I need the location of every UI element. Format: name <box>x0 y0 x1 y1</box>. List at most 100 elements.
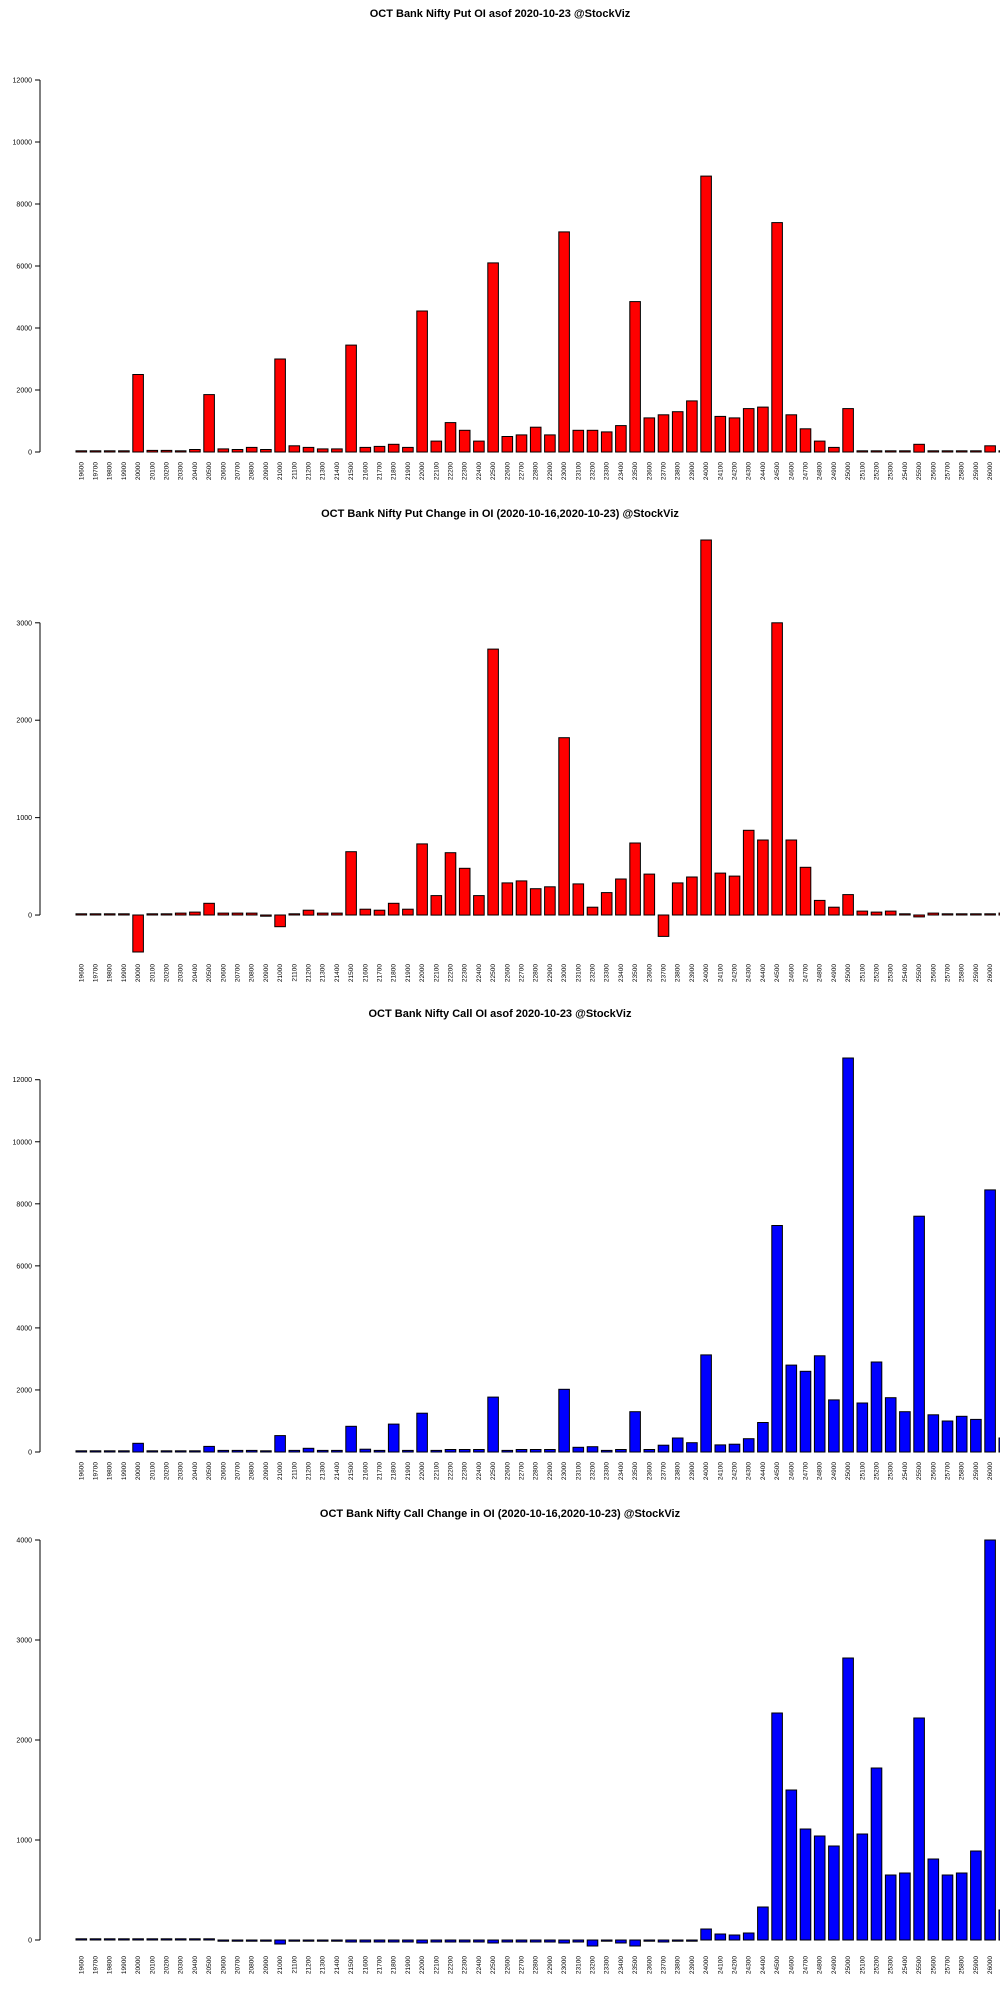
x-tick-label: 24300 <box>746 1956 753 1974</box>
x-tick-label: 24500 <box>774 1462 781 1480</box>
x-tick-label: 23300 <box>604 964 611 982</box>
bar <box>75 1450 88 1453</box>
x-tick-label: 24900 <box>831 1462 838 1480</box>
bar <box>984 1539 996 1941</box>
y-tick-label: 4000 <box>16 1538 32 1545</box>
bar <box>955 450 968 453</box>
bar <box>387 443 400 453</box>
x-tick-label: 20300 <box>178 462 185 480</box>
x-tick-label: 20100 <box>149 1462 156 1480</box>
x-tick-label: 20600 <box>220 964 227 982</box>
bar <box>629 842 641 916</box>
bar <box>288 445 301 453</box>
x-tick-label: 23700 <box>661 1462 668 1480</box>
x-tick-label: 22700 <box>519 964 526 982</box>
x-tick-label: 24900 <box>831 462 838 480</box>
x-tick-label: 22200 <box>448 1462 455 1480</box>
bar <box>615 1939 627 1944</box>
x-tick-label: 22100 <box>433 1462 440 1480</box>
bar <box>799 866 812 916</box>
bar <box>842 1657 854 1941</box>
bar <box>260 449 272 453</box>
x-tick-label: 24200 <box>732 1462 739 1480</box>
x-tick-label: 19700 <box>93 1462 100 1480</box>
bar <box>458 1939 471 1943</box>
x-tick-label: 22400 <box>476 1956 483 1974</box>
x-tick-label: 25000 <box>845 1462 852 1480</box>
y-tick-label: 12000 <box>13 1077 33 1084</box>
bar <box>884 1397 897 1453</box>
bar <box>615 1449 627 1453</box>
x-tick-label: 21200 <box>306 1956 313 1974</box>
x-tick-label: 26000 <box>987 462 994 480</box>
x-tick-label: 22800 <box>533 964 540 982</box>
x-tick-label: 25500 <box>916 1462 923 1480</box>
bar <box>359 1939 372 1943</box>
bar <box>274 914 286 928</box>
x-tick-label: 23100 <box>575 964 582 982</box>
x-tick-label: 22100 <box>433 964 440 982</box>
x-tick-label: 20500 <box>206 964 213 982</box>
x-tick-label: 21800 <box>391 462 398 480</box>
bar <box>970 913 982 916</box>
bar <box>160 1938 173 1941</box>
x-tick-label: 23000 <box>561 964 568 982</box>
bar <box>118 1450 130 1453</box>
x-tick-label: 20900 <box>263 1462 270 1480</box>
x-tick-label: 25500 <box>916 462 923 480</box>
x-tick-label: 20000 <box>135 1956 142 1974</box>
bar <box>714 1933 727 1941</box>
bar <box>345 851 357 916</box>
bar <box>572 429 585 453</box>
bar <box>345 344 357 453</box>
x-tick-label: 25600 <box>930 964 937 982</box>
x-tick-label: 20700 <box>235 1462 242 1480</box>
x-tick-label: 25200 <box>874 1956 881 1974</box>
x-tick-label: 24300 <box>746 462 753 480</box>
bar <box>118 1938 130 1941</box>
bar <box>558 737 570 916</box>
y-tick-label: 8000 <box>16 202 32 209</box>
x-tick-label: 26000 <box>987 1462 994 1480</box>
x-tick-label: 21900 <box>405 964 412 982</box>
bar <box>529 1939 542 1943</box>
x-tick-label: 22000 <box>419 462 426 480</box>
x-tick-label: 20000 <box>135 1462 142 1480</box>
x-tick-label: 23000 <box>561 1956 568 1974</box>
y-tick-label: 4000 <box>16 1325 32 1332</box>
bar <box>600 892 613 916</box>
x-tick-label: 22200 <box>448 1956 455 1974</box>
x-tick-label: 25100 <box>859 964 866 982</box>
bar <box>955 1872 968 1941</box>
bar <box>657 1444 670 1453</box>
x-tick-label: 21600 <box>362 462 369 480</box>
bar <box>118 913 130 916</box>
bar <box>529 426 542 453</box>
y-tick-label: 6000 <box>16 1263 32 1270</box>
bar <box>132 914 144 953</box>
bar <box>643 1449 656 1453</box>
bar <box>856 1833 869 1941</box>
x-tick-label: 22500 <box>490 462 497 480</box>
bar <box>757 1422 769 1453</box>
x-tick-label: 20000 <box>135 964 142 982</box>
x-tick-label: 24200 <box>732 964 739 982</box>
y-tick-label: 10000 <box>13 1139 33 1146</box>
x-tick-label: 19600 <box>78 964 85 982</box>
x-tick-label: 21800 <box>391 1956 398 1974</box>
x-tick-label: 25200 <box>874 1462 881 1480</box>
x-tick-label: 25800 <box>959 462 966 480</box>
bar <box>458 1449 471 1453</box>
bar <box>544 1449 556 1453</box>
x-tick-label: 19900 <box>121 964 128 982</box>
bar <box>927 450 940 453</box>
bar <box>89 1938 102 1941</box>
bar <box>771 1225 783 1453</box>
x-tick-label: 24700 <box>803 1956 810 1974</box>
x-tick-label: 20600 <box>220 462 227 480</box>
bar <box>515 1939 528 1943</box>
x-tick-label: 25100 <box>859 462 866 480</box>
x-tick-label: 25400 <box>902 462 909 480</box>
bar <box>870 450 883 453</box>
bar <box>274 1939 286 1945</box>
